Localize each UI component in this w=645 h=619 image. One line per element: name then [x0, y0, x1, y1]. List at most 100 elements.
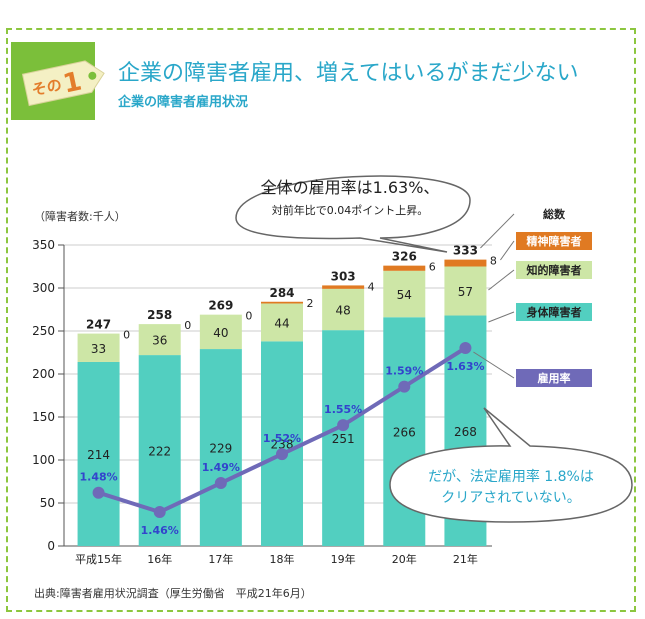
legend-leader: [488, 311, 515, 323]
y-axis-unit-label: （障害者数:千人）: [34, 210, 126, 223]
bar-total-label: 333: [453, 244, 478, 258]
rate-point: [337, 419, 350, 432]
bar-segment: [383, 265, 426, 271]
rate-point: [153, 506, 166, 518]
rate-label: 1.52%: [263, 432, 301, 445]
x-tick-label: 20年: [392, 552, 417, 566]
bar-segment: [383, 270, 426, 318]
bar-total-label: 247: [86, 318, 111, 332]
legend-label: 身体障害者: [527, 305, 582, 319]
bar-value-label: 48: [336, 304, 351, 318]
bar-segment: [199, 349, 242, 546]
legend-label: 知的障害者: [526, 263, 582, 277]
bar-segment: [77, 333, 120, 362]
bar-segment: [261, 341, 303, 546]
bar-value-label: 251: [332, 432, 355, 446]
callouts: 全体の雇用率は1.63%、対前年比で0.04ポイント上昇。だが、法定雇用率 1.…: [235, 175, 633, 523]
rate-point: [276, 448, 288, 461]
bar-total-label: 303: [331, 269, 356, 283]
x-tick-label: 17年: [208, 552, 233, 566]
rate-point: [92, 486, 105, 499]
page-title: 企業の障害者雇用、増えてはいるがまだ少ない: [118, 61, 579, 86]
x-tick-label: 平成15年: [75, 552, 122, 566]
bar-value-label: 214: [87, 448, 110, 462]
top-callout-line1: 全体の雇用率は1.63%、: [261, 178, 440, 197]
y-tick-label: 50: [40, 496, 55, 510]
bar-segment: [322, 288, 365, 331]
y-tick-label: 150: [32, 410, 55, 424]
section-badge: その 1: [11, 42, 105, 120]
bar-total-label: 258: [147, 308, 172, 322]
rate-line: 1.48% 1.46% 1.49% 1.52% 1.55% 1.59% 1.63%: [79, 342, 485, 537]
rate-label: 1.59%: [385, 365, 423, 378]
mental-value-label: 6: [429, 261, 436, 274]
x-tick-label: 21年: [453, 552, 478, 566]
y-tick-label: 100: [32, 453, 55, 467]
x-tick-label: 19年: [331, 552, 356, 566]
x-tick-label: 18年: [270, 552, 295, 566]
mental-value-label: 4: [368, 280, 375, 293]
y-tick-label: 200: [32, 367, 55, 381]
bar-value-label: 57: [458, 285, 473, 299]
mental-value-label: 0: [123, 329, 130, 342]
bar-value-label: 36: [152, 334, 167, 348]
rate-label: 1.49%: [202, 461, 240, 474]
mental-value-label: 2: [307, 297, 314, 310]
bottom-callout-bubble: [389, 407, 633, 523]
y-tick-label: 350: [32, 238, 55, 252]
legend-swatch: [516, 232, 592, 250]
bar-value-label: 229: [209, 442, 232, 456]
rate-label: 1.55%: [324, 403, 362, 416]
bar-value-label: 268: [454, 425, 477, 439]
bar-value-label: 40: [213, 326, 228, 340]
rate-label: 1.48%: [79, 471, 117, 484]
x-tick-label: 16年: [147, 552, 172, 566]
legend-swatch: [516, 303, 592, 321]
legend-label: 総数: [543, 207, 566, 221]
bar-value-label: 238: [271, 438, 294, 452]
top-callout-line2: 対前年比で0.04ポイント上昇。: [272, 203, 429, 217]
rate-point: [214, 477, 227, 490]
source-note: 出典:障害者雇用状況調査（厚生労働省 平成21年6月）: [34, 587, 312, 600]
bar-value-label: 44: [274, 316, 289, 330]
bar-total-label: 326: [392, 250, 417, 264]
legend-swatch: [516, 261, 592, 279]
legend-label: 精神障害者: [527, 234, 582, 248]
rate-point: [398, 380, 411, 393]
legend-swatch: [516, 369, 592, 387]
bar-value-label: 266: [393, 426, 416, 440]
rate-label: 1.63%: [446, 360, 484, 373]
bar-segment: [322, 330, 365, 546]
legend-leader: [473, 351, 515, 379]
bar-segment: [444, 259, 487, 267]
bar-value-label: 222: [148, 445, 171, 459]
page-subtitle: 企業の障害者雇用状況: [118, 95, 249, 110]
content-frame: [6, 28, 636, 612]
rate-point: [459, 342, 472, 354]
bar-segment: [138, 324, 181, 356]
bar-segment: [444, 266, 487, 316]
bar-total-label: 269: [208, 299, 233, 313]
bar-segment: [322, 285, 365, 289]
badge-text: その: [30, 76, 63, 100]
bar-value-label: 33: [91, 342, 106, 356]
rate-label: 1.46%: [141, 524, 179, 537]
bar-segment: [199, 314, 242, 350]
bar-segment: [261, 301, 303, 304]
bar-segment: [261, 303, 303, 342]
top-callout-bubble: [235, 175, 471, 253]
bar-value-label: 54: [397, 288, 412, 302]
legend-leader: [488, 269, 515, 291]
chart-value-labels: 214332470平成15年22236258016年22940269017年23…: [75, 244, 497, 566]
mental-value-label: 0: [184, 319, 191, 332]
y-tick-label: 0: [47, 539, 55, 553]
legend-label: 雇用率: [538, 371, 571, 385]
bar-segment: [77, 361, 120, 546]
bar-total-label: 284: [269, 286, 294, 300]
y-tick-label: 300: [32, 281, 55, 295]
y-tick-label: 250: [32, 324, 55, 338]
mental-value-label: 0: [245, 310, 252, 323]
legend-leader: [500, 240, 515, 261]
